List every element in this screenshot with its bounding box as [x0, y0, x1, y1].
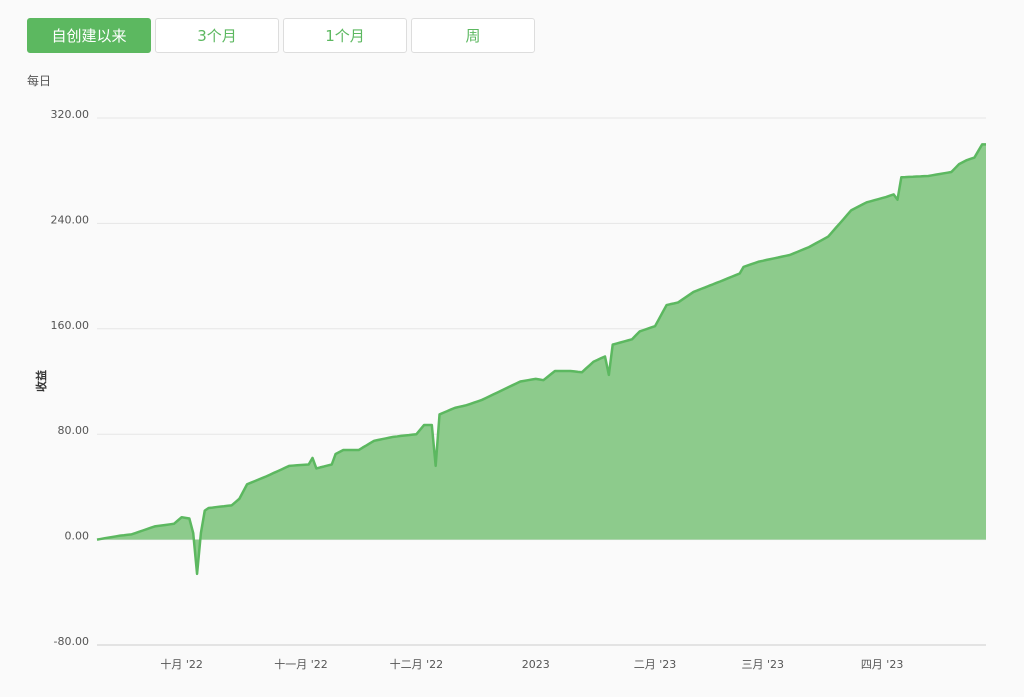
interval-label: 每日 — [27, 74, 52, 88]
x-tick-label: 十二月 '22 — [390, 657, 444, 671]
range-button[interactable]: 3个月 — [155, 18, 279, 53]
y-tick-label: 80.00 — [58, 424, 90, 437]
y-tick-label: -80.00 — [54, 635, 89, 648]
y-axis-label: 收益 — [34, 370, 48, 392]
y-tick-label: 320.00 — [51, 108, 90, 121]
range-buttons: 自创建以来 3个月 1个月周 — [27, 18, 535, 53]
range-button[interactable]: 1个月 — [283, 18, 407, 53]
x-tick-label: 二月 '23 — [634, 658, 677, 671]
y-tick-label: 160.00 — [51, 319, 90, 332]
y-tick-label: 240.00 — [51, 213, 90, 226]
x-tick-label: 2023 — [522, 658, 550, 671]
x-tick-label: 三月 '23 — [742, 658, 785, 671]
x-tick-label: 十一月 '22 — [274, 657, 328, 671]
range-button[interactable]: 自创建以来 — [27, 18, 151, 53]
area-fill — [97, 144, 986, 574]
x-tick-label: 十月 '22 — [160, 657, 203, 671]
x-tick-label: 四月 '23 — [861, 658, 904, 671]
y-tick-label: 0.00 — [65, 530, 90, 543]
range-button[interactable]: 周 — [411, 18, 535, 53]
area-line — [96, 143, 986, 576]
